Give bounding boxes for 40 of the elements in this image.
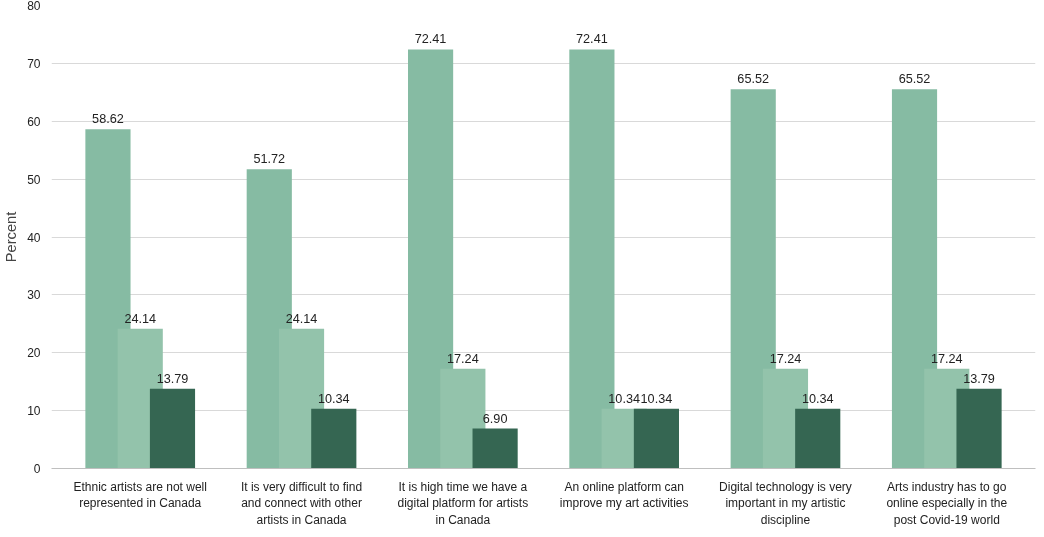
bar [149,388,196,469]
data-label: 17.24 [930,351,963,366]
y-axis-title: Percent [3,211,20,263]
data-label: 24.14 [285,311,318,326]
y-tick-label: 60 [27,114,41,129]
x-tick-label: It is very difficult to find and connect with other artists in Canada [240,479,363,528]
y-tick-label: 20 [27,346,41,361]
data-label: 72.41 [414,32,447,47]
x-tick-label: Arts industry has to go online especially in the post Covid-19 world [886,479,1008,528]
y-tick-label: 30 [27,288,41,303]
bar [795,408,841,469]
bar [311,408,357,469]
data-label: 10.34 [608,391,640,406]
data-label: 72.41 [576,32,608,47]
data-label: 6.90 [482,411,508,426]
data-label: 65.52 [737,72,770,87]
data-label: 51.72 [253,152,286,167]
data-label: 10.34 [317,391,350,406]
x-tick-label: It is high time we have a digital platform for artists in Canada [397,479,529,528]
y-tick-label: 40 [27,230,41,245]
x-tick-label: Digital technology is very important in my artistic discipline [719,479,852,528]
y-tick-label: 10 [27,404,41,419]
data-label: 24.14 [124,311,157,326]
y-tick-label: 80 [27,0,41,13]
data-label: 10.34 [801,391,834,406]
x-tick-label: Ethnic artists are not well represented in Canada [73,479,207,511]
y-tick-label: 50 [27,172,41,187]
data-label: 17.24 [447,351,479,366]
y-tick-label: 0 [33,462,41,476]
data-label: 10.34 [640,391,673,406]
bar [472,428,518,469]
bar [956,388,1002,469]
data-label: 58.62 [92,112,124,127]
bar [633,408,679,469]
data-label: 13.79 [156,371,189,386]
data-label: 17.24 [769,351,802,366]
y-tick-label: 70 [27,56,41,71]
data-label: 13.79 [963,371,995,386]
x-tick-label: An online platform can improve my art activities [559,479,689,511]
data-label: 65.52 [898,72,931,87]
